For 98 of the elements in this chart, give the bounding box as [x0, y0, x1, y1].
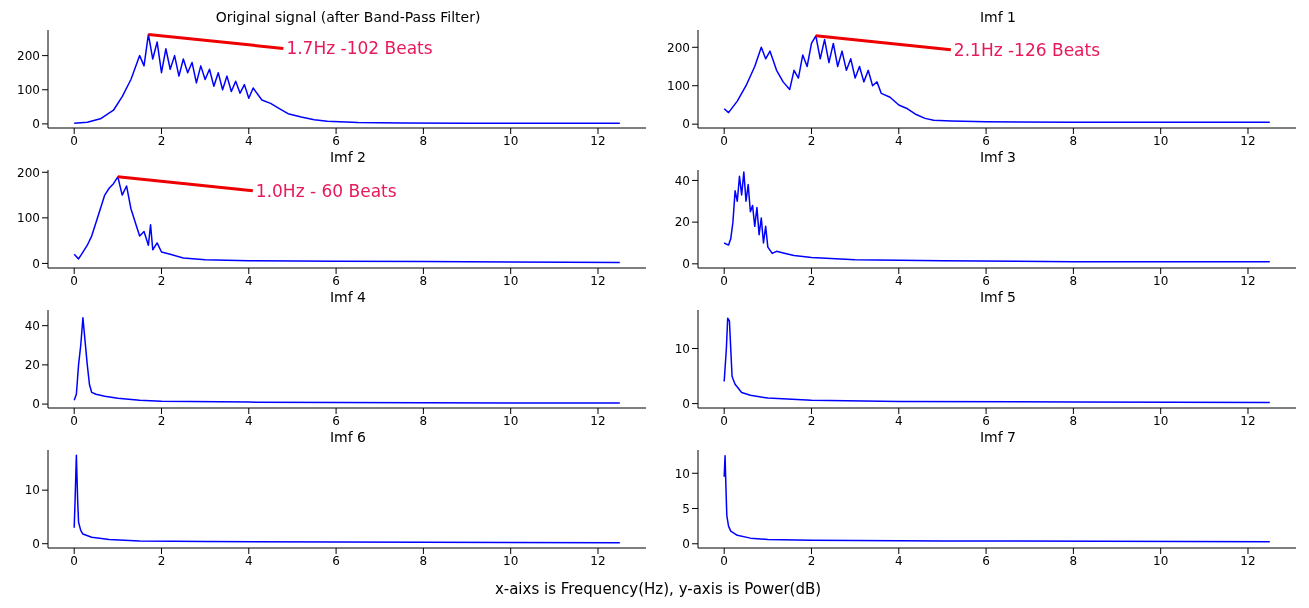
x-tick-label: 0	[70, 553, 79, 568]
y-tick-label: 0	[32, 117, 40, 132]
x-tick-label: 0	[70, 413, 79, 428]
x-tick-label: 2	[157, 413, 166, 428]
y-tick-label: 0	[682, 537, 690, 552]
x-tick-label: 8	[419, 273, 428, 288]
y-tick-label: 0	[32, 256, 40, 271]
y-tick-label: 0	[32, 536, 40, 551]
y-tick-label: 40	[674, 173, 690, 188]
x-tick-label: 8	[419, 413, 428, 428]
annotation: 1.0Hz - 60 Beats	[255, 180, 397, 201]
x-tick-label: 0	[720, 413, 729, 428]
line-series	[73, 176, 621, 264]
x-tick-label: 10	[503, 413, 519, 428]
line-series	[723, 35, 1271, 123]
y-tick-label: 40	[24, 318, 40, 333]
x-tick-label: 6	[982, 413, 990, 428]
y-tick-label: 10	[24, 483, 40, 498]
line-series	[723, 171, 1271, 263]
x-tick-label: 12	[590, 273, 606, 288]
line-series	[73, 454, 621, 544]
x-tick-label: 12	[1240, 273, 1256, 288]
y-tick-label: 10	[674, 466, 690, 481]
x-tick-label: 10	[503, 133, 519, 148]
x-tick-label: 4	[244, 413, 253, 428]
x-tick-label: 10	[1153, 273, 1169, 288]
y-tick-label: 10	[674, 341, 690, 356]
x-tick-label: 8	[1069, 133, 1078, 148]
annotation: 2.1Hz -126 Beats	[953, 39, 1101, 60]
x-tick-label: 8	[419, 133, 428, 148]
x-tick-label: 4	[894, 273, 903, 288]
chart-title: Imf 4	[328, 288, 368, 306]
x-tick-label: 12	[590, 413, 606, 428]
x-tick-label: 8	[1069, 553, 1078, 568]
line-series	[73, 317, 621, 404]
y-tick-label: 200	[667, 40, 690, 55]
line-series	[73, 33, 621, 124]
x-tick-label: 10	[503, 553, 519, 568]
x-tick-label: 10	[503, 273, 519, 288]
x-tick-label: 6	[332, 553, 340, 568]
chart-title: Imf 5	[978, 288, 1018, 306]
y-tick-label: 20	[674, 215, 690, 230]
x-tick-label: 2	[807, 553, 816, 568]
x-tick-label: 8	[419, 553, 428, 568]
x-tick-label: 4	[244, 273, 253, 288]
x-tick-label: 0	[70, 133, 79, 148]
line-series	[723, 454, 1271, 543]
x-tick-label: 2	[157, 553, 166, 568]
y-tick-label: 20	[24, 358, 40, 373]
text: x-aixs is Frequency(Hz), y-axis is Power(dB)	[493, 580, 823, 598]
y-tick-label: 100	[667, 78, 690, 93]
annotation: 1.7Hz -102 Beats	[286, 38, 433, 59]
x-tick-label: 0	[720, 553, 729, 568]
line-series	[723, 317, 1271, 404]
x-tick-label: 4	[894, 133, 903, 148]
x-tick-label: 4	[244, 133, 253, 148]
y-tick-label: 100	[17, 83, 40, 98]
x-tick-label: 10	[1153, 413, 1169, 428]
x-tick-label: 0	[720, 273, 729, 288]
x-tick-label: 6	[982, 133, 990, 148]
x-tick-label: 12	[590, 553, 606, 568]
x-tick-label: 0	[720, 133, 729, 148]
y-tick-label: 200	[17, 48, 40, 63]
chart-title: Imf 7	[978, 428, 1018, 446]
x-tick-label: 8	[1069, 273, 1078, 288]
x-tick-label: 6	[332, 413, 340, 428]
x-tick-label: 6	[982, 273, 990, 288]
x-tick-label: 2	[157, 133, 166, 148]
x-tick-label: 12	[1240, 413, 1256, 428]
x-tick-label: 12	[1240, 133, 1256, 148]
x-tick-label: 10	[1153, 553, 1169, 568]
x-tick-label: 0	[70, 273, 79, 288]
chart-title: Original signal (after Band-Pass Filter)	[214, 8, 482, 26]
chart-title: Imf 3	[978, 148, 1018, 166]
x-tick-label: 2	[807, 413, 816, 428]
x-tick-label: 8	[1069, 413, 1078, 428]
x-tick-label: 6	[982, 553, 990, 568]
y-tick-label: 200	[17, 165, 40, 180]
y-tick-label: 0	[682, 257, 690, 272]
x-tick-label: 6	[332, 273, 340, 288]
chart-title: Imf 2	[328, 148, 368, 166]
x-tick-label: 2	[807, 133, 816, 148]
x-tick-label: 12	[1240, 553, 1256, 568]
y-tick-label: 100	[17, 211, 40, 226]
y-tick-label: 0	[32, 397, 40, 412]
x-tick-label: 4	[244, 553, 253, 568]
chart-title: Imf 1	[978, 8, 1018, 26]
x-tick-label: 6	[332, 133, 340, 148]
y-tick-label: 5	[682, 501, 690, 516]
x-tick-label: 4	[894, 553, 903, 568]
y-tick-label: 0	[682, 396, 690, 411]
x-tick-label: 2	[157, 273, 166, 288]
x-tick-label: 2	[807, 273, 816, 288]
x-tick-label: 12	[590, 133, 606, 148]
x-tick-label: 4	[894, 413, 903, 428]
x-tick-label: 10	[1153, 133, 1169, 148]
y-tick-label: 0	[682, 117, 690, 132]
chart-title: Imf 6	[328, 428, 368, 446]
